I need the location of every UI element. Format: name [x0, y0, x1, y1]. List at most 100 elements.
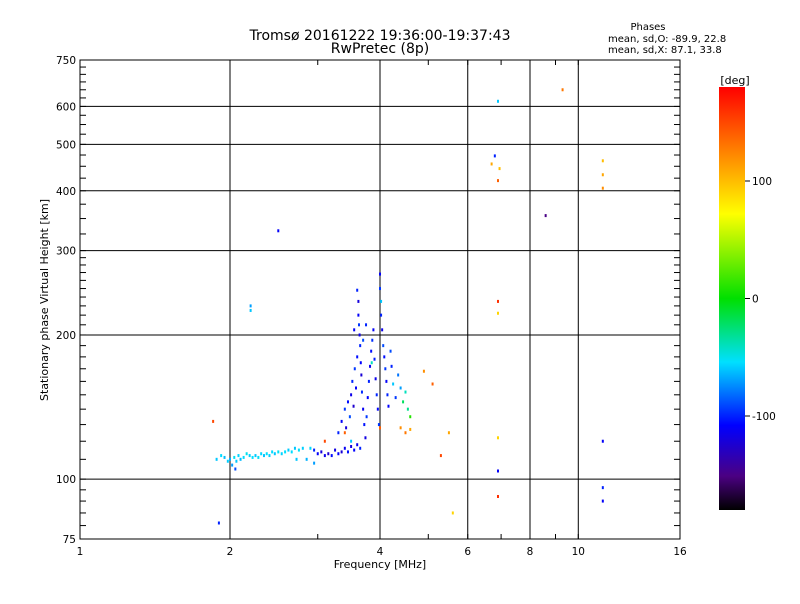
data-point — [422, 369, 425, 373]
data-point — [451, 511, 454, 515]
data-point — [234, 467, 237, 471]
data-point — [254, 454, 257, 458]
data-point — [260, 452, 263, 456]
data-point — [358, 333, 361, 337]
data-point — [601, 159, 604, 163]
data-point — [544, 214, 547, 218]
data-point — [352, 404, 355, 408]
data-point — [383, 355, 386, 359]
data-point — [373, 357, 376, 361]
data-point — [226, 459, 229, 463]
data-point — [402, 400, 405, 404]
data-point — [262, 454, 265, 458]
data-point — [496, 469, 499, 473]
data-point — [242, 455, 245, 459]
data-point — [399, 426, 402, 430]
data-point — [217, 521, 220, 525]
data-point — [369, 364, 372, 368]
y-tick-label: 200 — [56, 330, 76, 342]
data-point — [268, 454, 271, 458]
grid-lines — [80, 60, 680, 539]
data-point — [353, 448, 356, 452]
data-point — [353, 367, 356, 371]
data-point — [601, 186, 604, 190]
x-tick-label: 8 — [527, 546, 534, 558]
chart-title: Tromsø 20161222 19:36:00-19:37:43 — [249, 28, 511, 44]
data-point — [367, 379, 370, 383]
data-point — [271, 450, 274, 454]
data-point — [356, 443, 359, 447]
data-point — [392, 382, 395, 386]
data-point — [309, 446, 312, 450]
data-point — [496, 299, 499, 303]
data-point — [323, 454, 326, 458]
data-point — [362, 407, 365, 411]
x-tick-label: 16 — [673, 546, 687, 558]
colorbar-ticks: 100 0 -100 — [745, 176, 776, 423]
data-point — [382, 344, 385, 348]
data-point — [370, 349, 373, 353]
data-point — [223, 455, 226, 459]
colorbar-label: [deg] — [720, 74, 749, 87]
data-point — [290, 450, 293, 454]
colorbar-tick-label: 100 — [752, 176, 772, 188]
data-point — [334, 448, 337, 452]
chart-subtitle: RwPretec (8p) — [331, 41, 429, 57]
data-point — [496, 494, 499, 498]
phase-box-line1: mean, sd,O: -89.9, 22.8 — [608, 34, 726, 45]
data-point — [390, 364, 393, 368]
data-point — [364, 436, 367, 440]
y-tick-label: 75 — [63, 534, 76, 546]
y-axis-label: Stationary phase Virtual Height [km] — [38, 199, 51, 401]
data-point — [397, 373, 400, 377]
data-point — [277, 229, 280, 233]
data-point — [490, 162, 493, 166]
data-points — [212, 88, 604, 525]
data-point — [350, 444, 353, 448]
data-point — [406, 407, 409, 411]
x-tick-label: 2 — [227, 546, 234, 558]
x-axis-label: Frequency [MHz] — [334, 558, 426, 571]
data-point — [215, 457, 218, 461]
data-point — [340, 450, 343, 454]
data-point — [372, 328, 375, 332]
data-point — [431, 382, 434, 386]
data-point — [237, 454, 240, 458]
data-point — [330, 454, 333, 458]
data-point — [409, 427, 412, 431]
data-point — [374, 377, 377, 381]
data-point — [387, 404, 390, 408]
phase-box-title: Phases — [630, 22, 665, 33]
x-tick-label: 4 — [377, 546, 384, 558]
y-tick-label: 600 — [56, 101, 76, 113]
y-tick-label: 100 — [56, 474, 76, 486]
data-point — [363, 423, 366, 427]
colorbar-tick-label: -100 — [752, 411, 776, 423]
data-point — [287, 448, 290, 452]
data-point — [249, 304, 252, 308]
data-point — [385, 379, 388, 383]
data-point — [359, 344, 362, 348]
data-point — [377, 423, 380, 427]
data-point — [375, 393, 378, 397]
data-point — [371, 338, 374, 342]
x-tick-label: 10 — [572, 546, 585, 558]
data-point — [493, 154, 496, 158]
data-point — [447, 431, 450, 435]
data-point — [257, 455, 260, 459]
data-point — [295, 457, 298, 461]
data-point — [366, 396, 369, 400]
data-point — [231, 463, 234, 467]
data-point — [381, 328, 384, 332]
data-point — [357, 323, 360, 327]
data-point — [360, 373, 363, 377]
y-tick-label: 400 — [56, 186, 76, 198]
data-point — [229, 457, 231, 461]
data-point — [343, 446, 346, 450]
data-point — [313, 461, 316, 465]
data-point — [370, 361, 373, 365]
data-point — [379, 272, 381, 276]
data-point — [323, 439, 326, 443]
data-point — [496, 436, 499, 440]
